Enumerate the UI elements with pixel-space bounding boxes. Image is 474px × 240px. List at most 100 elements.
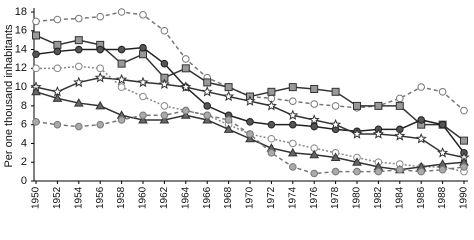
marker xyxy=(351,128,363,139)
marker xyxy=(353,167,361,176)
y-tick-label: 16 xyxy=(15,25,27,37)
marker xyxy=(117,116,126,124)
marker xyxy=(116,73,128,85)
x-tick-label: 1974 xyxy=(287,186,298,209)
marker xyxy=(53,120,62,129)
marker xyxy=(159,114,170,124)
x-tick-label: 1986 xyxy=(416,186,427,209)
marker xyxy=(223,90,235,102)
marker xyxy=(460,136,468,145)
marker xyxy=(32,64,40,73)
x-tick-label: 1976 xyxy=(309,186,320,209)
marker xyxy=(289,97,297,105)
marker xyxy=(31,86,41,96)
marker xyxy=(331,87,340,96)
marker xyxy=(94,71,106,83)
y-tick-label: 6 xyxy=(21,119,27,131)
marker xyxy=(417,167,426,176)
marker xyxy=(330,118,342,130)
y-tick-label: 18 xyxy=(15,6,27,18)
marker xyxy=(287,147,298,157)
marker xyxy=(53,64,62,73)
marker xyxy=(352,157,362,166)
y-tick-label: 2 xyxy=(21,156,27,168)
x-tick-label: 1968 xyxy=(223,186,234,209)
marker xyxy=(203,111,211,120)
x-tick-label: 1972 xyxy=(266,186,277,209)
marker xyxy=(53,47,62,56)
marker xyxy=(310,122,319,131)
y-tick-label: 14 xyxy=(15,43,27,55)
x-tick-label: 1952 xyxy=(52,186,63,209)
x-tick-label: 1950 xyxy=(31,186,42,209)
marker xyxy=(289,120,297,129)
marker xyxy=(96,45,104,54)
marker xyxy=(372,128,384,139)
y-axis-label: Per one thousand inhabitants xyxy=(3,24,15,168)
marker xyxy=(374,101,383,110)
marker xyxy=(180,110,191,119)
marker xyxy=(396,94,404,103)
marker xyxy=(180,81,192,92)
marker xyxy=(73,76,85,88)
x-tick-label: 1956 xyxy=(95,186,106,209)
x-tick-label: 1958 xyxy=(116,186,127,209)
x-tick-label: 1980 xyxy=(352,186,363,209)
marker xyxy=(73,98,84,107)
marker xyxy=(202,114,213,124)
marker xyxy=(244,95,256,106)
x-tick-label: 1960 xyxy=(138,186,149,209)
x-tick-label: 1982 xyxy=(373,186,384,209)
marker xyxy=(139,92,147,101)
marker xyxy=(139,43,147,52)
marker xyxy=(417,83,426,91)
marker xyxy=(75,122,83,131)
marker xyxy=(53,40,62,49)
marker xyxy=(310,169,319,178)
marker xyxy=(138,114,148,124)
marker xyxy=(137,76,149,88)
marker xyxy=(289,139,297,148)
marker xyxy=(160,111,169,120)
x-tick-label: 1964 xyxy=(180,186,191,209)
marker xyxy=(394,130,406,141)
marker xyxy=(160,59,169,68)
y-tick-label: 8 xyxy=(21,100,27,112)
marker xyxy=(374,167,383,176)
marker xyxy=(96,120,104,129)
marker xyxy=(160,102,169,110)
marker xyxy=(75,62,83,71)
x-tick-label: 1978 xyxy=(330,186,341,209)
marker xyxy=(396,165,404,174)
series-line xyxy=(36,65,465,173)
y-tick-label: 4 xyxy=(21,137,27,149)
x-tick-label: 1988 xyxy=(437,186,448,209)
marker xyxy=(158,78,170,89)
marker xyxy=(438,120,447,129)
marker xyxy=(417,116,426,124)
marker xyxy=(139,111,147,120)
marker xyxy=(32,50,40,59)
marker xyxy=(460,106,468,115)
x-tick-label: 1966 xyxy=(202,186,213,209)
marker xyxy=(437,146,449,158)
y-tick-label: 12 xyxy=(15,62,27,74)
marker xyxy=(139,50,147,59)
marker xyxy=(267,120,276,129)
x-tick-label: 1954 xyxy=(73,186,84,209)
marker xyxy=(223,124,234,133)
marker xyxy=(32,17,40,26)
marker xyxy=(74,36,83,45)
marker xyxy=(203,78,212,87)
marker xyxy=(160,26,169,35)
marker xyxy=(96,64,104,73)
marker xyxy=(395,101,404,110)
marker xyxy=(32,118,40,126)
y-tick-label: 10 xyxy=(15,81,27,93)
marker xyxy=(310,100,319,108)
marker xyxy=(75,45,83,54)
marker xyxy=(267,149,276,157)
marker xyxy=(224,83,233,92)
marker xyxy=(308,114,320,125)
marker xyxy=(182,55,190,63)
